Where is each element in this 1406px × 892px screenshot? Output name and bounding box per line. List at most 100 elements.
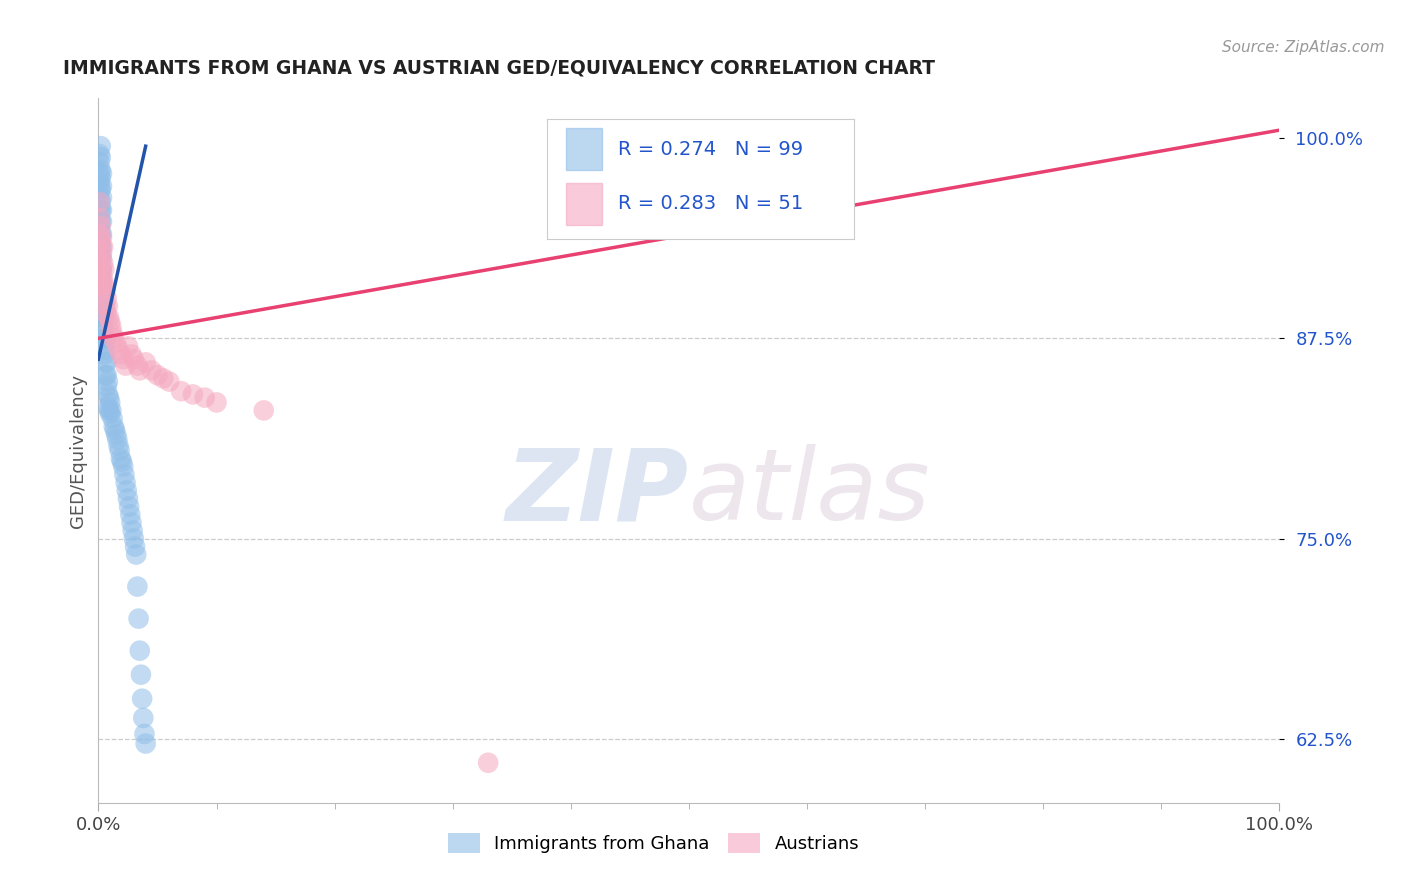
Point — [93, 310, 115, 325]
Point — [89, 211, 111, 226]
Point — [112, 467, 135, 482]
Point — [90, 171, 112, 186]
Point — [93, 336, 115, 351]
Point — [97, 387, 120, 401]
Point — [91, 227, 114, 242]
Y-axis label: GED/Equivalency: GED/Equivalency — [69, 374, 87, 527]
Point — [101, 411, 124, 425]
Point — [91, 272, 114, 286]
Point — [89, 302, 111, 317]
Point — [107, 439, 129, 453]
Point — [90, 268, 112, 282]
Point — [98, 407, 121, 421]
Point — [91, 166, 114, 180]
Point — [90, 252, 112, 266]
Point — [135, 355, 157, 369]
Point — [93, 262, 115, 277]
Point — [91, 203, 114, 218]
Point — [91, 190, 114, 204]
Point — [89, 246, 111, 260]
Point — [91, 246, 114, 260]
Point — [121, 347, 143, 361]
Point — [89, 211, 111, 226]
Point — [96, 307, 118, 321]
Point — [105, 427, 128, 442]
Point — [91, 262, 114, 277]
Point — [127, 580, 149, 594]
Point — [90, 203, 112, 218]
Point — [127, 359, 149, 373]
Point — [90, 219, 112, 234]
Point — [91, 256, 114, 270]
Point — [103, 331, 125, 345]
Point — [91, 331, 114, 345]
Point — [89, 294, 111, 309]
Point — [91, 179, 114, 194]
Point — [122, 352, 145, 367]
Point — [117, 491, 139, 506]
Point — [98, 315, 121, 329]
Point — [111, 455, 134, 469]
Point — [89, 176, 111, 190]
Point — [117, 339, 139, 353]
Point — [89, 166, 111, 180]
Point — [90, 163, 112, 178]
Point — [181, 387, 204, 401]
Point — [131, 691, 153, 706]
Point — [152, 371, 174, 385]
Point — [100, 320, 122, 334]
Point — [89, 272, 111, 286]
Point — [98, 310, 121, 325]
Point — [101, 326, 124, 341]
Point — [89, 147, 111, 161]
Point — [89, 288, 111, 302]
Point — [94, 283, 117, 297]
Text: Source: ZipAtlas.com: Source: ZipAtlas.com — [1222, 40, 1385, 55]
Point — [89, 262, 111, 277]
Point — [93, 323, 115, 337]
Point — [90, 288, 112, 302]
Point — [89, 235, 111, 250]
Point — [114, 359, 136, 373]
Point — [94, 343, 117, 357]
Point — [96, 368, 118, 383]
Point — [89, 310, 111, 325]
Point — [96, 355, 118, 369]
Point — [205, 395, 228, 409]
Point — [89, 227, 111, 242]
Point — [110, 347, 132, 361]
Point — [93, 347, 115, 361]
Point — [91, 230, 114, 244]
Point — [128, 612, 150, 626]
Point — [105, 336, 128, 351]
Point — [94, 368, 117, 383]
Point — [122, 532, 145, 546]
Point — [121, 524, 143, 538]
Point — [118, 500, 141, 514]
Point — [134, 727, 156, 741]
Point — [90, 150, 112, 164]
Point — [125, 548, 148, 562]
Legend: Immigrants from Ghana, Austrians: Immigrants from Ghana, Austrians — [440, 825, 866, 861]
Point — [90, 275, 112, 289]
Point — [107, 343, 129, 357]
Point — [89, 219, 111, 234]
Point — [89, 192, 111, 206]
Point — [91, 240, 114, 254]
Point — [97, 375, 120, 389]
Point — [98, 395, 121, 409]
Point — [253, 403, 276, 417]
Point — [98, 403, 121, 417]
Point — [93, 299, 115, 313]
Point — [89, 203, 111, 218]
Point — [132, 711, 155, 725]
Point — [120, 508, 142, 522]
Point — [90, 214, 112, 228]
Point — [91, 252, 114, 266]
Point — [89, 260, 111, 274]
Point — [115, 483, 138, 498]
Point — [98, 391, 121, 405]
Point — [89, 195, 111, 210]
Point — [90, 227, 112, 242]
Point — [91, 240, 114, 254]
